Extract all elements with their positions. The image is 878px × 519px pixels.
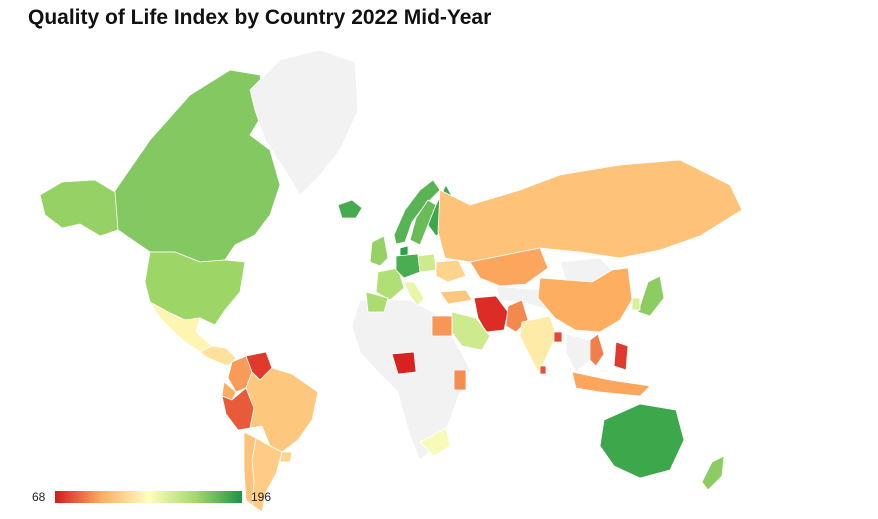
region-united-kingdom[interactable]	[369, 235, 389, 267]
region-south-africa[interactable]	[419, 427, 451, 457]
region-vietnam[interactable]	[589, 333, 605, 367]
region-nigeria[interactable]	[391, 351, 417, 375]
region-china[interactable]	[537, 267, 633, 333]
region-egypt[interactable]	[431, 315, 453, 337]
region-no-data	[495, 285, 551, 311]
region-brazil[interactable]	[245, 367, 319, 453]
region-norway[interactable]	[393, 179, 441, 245]
region-india[interactable]	[519, 315, 557, 373]
region-bangladesh[interactable]	[553, 331, 563, 343]
region-iceland[interactable]	[337, 199, 363, 219]
region-russia[interactable]	[437, 159, 743, 263]
region-turkey[interactable]	[439, 289, 473, 305]
region-indonesia[interactable]	[571, 371, 651, 397]
region-uruguay[interactable]	[279, 451, 293, 463]
region-south-korea[interactable]	[631, 297, 641, 311]
region-italy[interactable]	[403, 281, 425, 307]
region-greenland[interactable]	[249, 49, 359, 196]
region-france[interactable]	[375, 267, 405, 301]
region-alaska-united-states[interactable]	[39, 179, 119, 237]
map-title: Quality of Life Index by Country 2022 Mi…	[28, 6, 492, 29]
region-canada[interactable]	[111, 69, 281, 263]
region-australia[interactable]	[599, 403, 685, 479]
legend-min-label: 68	[32, 490, 46, 504]
region-new-zealand[interactable]	[701, 455, 725, 491]
region-iran[interactable]	[473, 295, 509, 333]
region-no-data	[565, 333, 591, 373]
region-kenya[interactable]	[453, 369, 467, 391]
region-central-america[interactable]	[199, 345, 237, 367]
region-chile[interactable]	[243, 431, 257, 506]
region-japan[interactable]	[637, 275, 665, 317]
region-sri-lanka[interactable]	[539, 365, 547, 375]
legend-max-label: 196	[251, 490, 272, 504]
region-kazakhstan[interactable]	[469, 247, 549, 287]
region-philippines[interactable]	[613, 341, 629, 371]
region-denmark[interactable]	[399, 245, 409, 257]
region-germany[interactable]	[395, 253, 421, 279]
region-ukraine[interactable]	[435, 259, 467, 283]
region-poland[interactable]	[417, 253, 437, 273]
region-spain[interactable]	[365, 291, 389, 313]
legend-color-bar	[55, 491, 242, 503]
